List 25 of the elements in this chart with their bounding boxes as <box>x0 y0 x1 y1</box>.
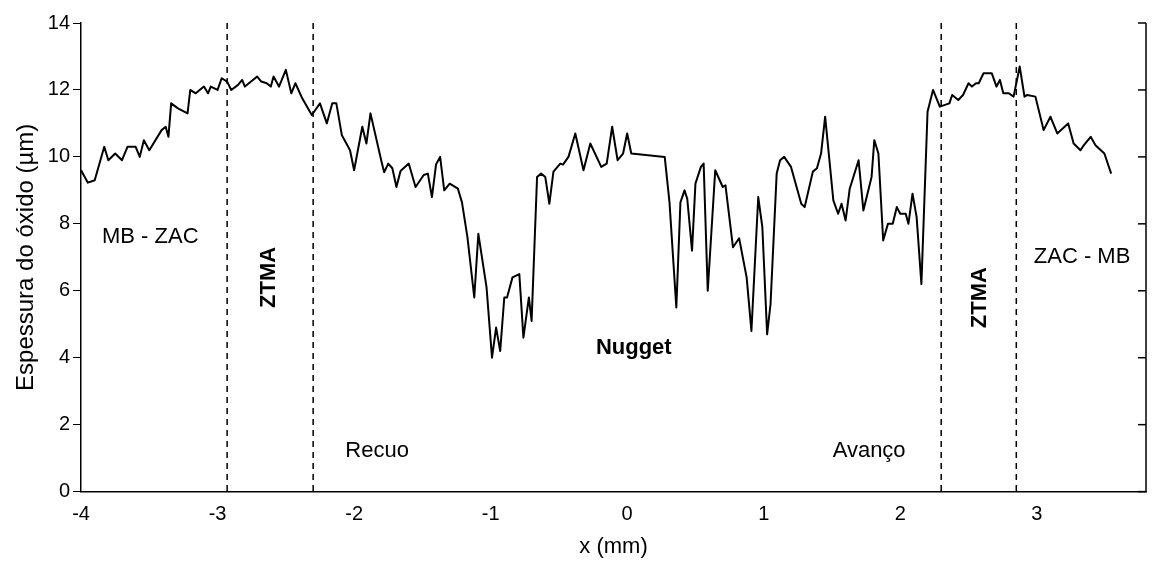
x-tick-label: -4 <box>72 502 90 525</box>
annotation: ZTMA <box>254 246 280 308</box>
annotation: MB - ZAC <box>101 223 199 249</box>
x-tick-label: -2 <box>345 502 364 525</box>
x-axis-title: x (mm) <box>579 532 648 558</box>
y-tick-label: 2 <box>58 412 71 435</box>
x-tick-label: 3 <box>1031 502 1043 525</box>
y-tick-label: 0 <box>58 479 71 502</box>
annotation: Avanço <box>832 437 906 463</box>
annotation: ZTMA <box>965 266 991 329</box>
x-tick-label: 2 <box>894 502 906 525</box>
y-tick-label: 14 <box>47 10 71 33</box>
x-tick-label: 0 <box>621 502 633 525</box>
annotation: Nugget <box>595 333 673 359</box>
y-tick-label: 6 <box>58 278 71 301</box>
annotation: ZAC - MB <box>1033 243 1131 269</box>
y-tick-label: 12 <box>47 77 71 100</box>
y-tick-label: 4 <box>58 345 71 368</box>
y-tick-label: 10 <box>47 144 71 167</box>
x-tick-label: -3 <box>208 502 227 525</box>
y-axis-title: Espessura do óxido (µm) <box>11 123 39 391</box>
x-tick-label: -1 <box>481 502 500 525</box>
x-tick-label: 1 <box>758 502 770 525</box>
annotation: Recuo <box>345 437 409 463</box>
y-tick-label: 8 <box>58 211 71 234</box>
